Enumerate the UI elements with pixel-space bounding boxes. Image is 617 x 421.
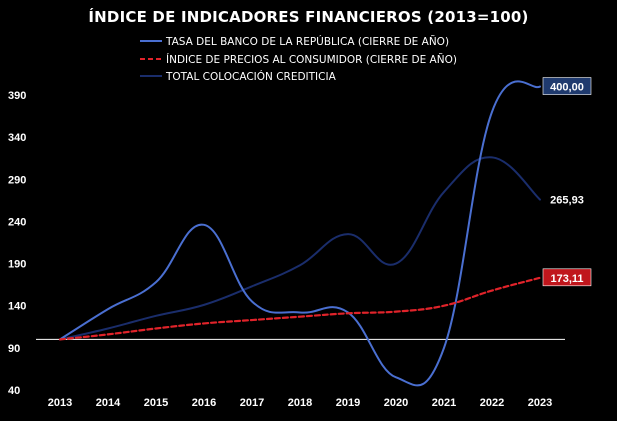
legend-item-0: TASA DEL BANCO DE LA REPÚBLICA (CIERRE D… [140, 35, 449, 48]
series-line-2 [59, 156, 541, 341]
end-value-label-2: 265,93 [543, 190, 591, 208]
x-tick-label: 2022 [480, 397, 504, 409]
legend-label: TOTAL COLOCACIÓN CREDITICIA [165, 70, 337, 83]
x-tick-label: 2013 [48, 397, 72, 409]
y-tick-label: 90 [8, 343, 20, 355]
y-tick-label: 290 [8, 174, 26, 186]
x-tick-label: 2020 [384, 397, 408, 409]
end-value-label-box [542, 77, 592, 95]
legend-item-2: TOTAL COLOCACIÓN CREDITICIA [140, 70, 337, 83]
end-value-label-text: 173,11 [550, 273, 583, 285]
end-value-label-box [542, 268, 592, 287]
x-tick-label: 2018 [288, 397, 312, 409]
legend-label: ÍNDICE DE PRECIOS AL CONSUMIDOR (CIERRE … [166, 53, 457, 66]
y-tick-label: 340 [8, 132, 26, 144]
x-tick-label: 2019 [336, 397, 360, 409]
y-tick-label: 390 [8, 90, 26, 102]
x-tick-label: 2014 [96, 397, 121, 409]
end-value-label-box [543, 190, 591, 208]
y-tick-label: 190 [8, 259, 26, 271]
x-tick-label: 2023 [528, 397, 552, 409]
x-tick-label: 2017 [240, 397, 264, 409]
y-tick-label: 40 [8, 385, 20, 397]
chart-title: ÍNDICE DE INDICADORES FINANCIEROS (2013=… [88, 8, 529, 26]
end-value-label-text: 400,00 [550, 82, 584, 94]
x-tick-label: 2016 [192, 397, 216, 409]
end-value-label-text: 265,93 [550, 195, 584, 207]
x-tick-label: 2021 [432, 397, 456, 409]
legend-item-1: ÍNDICE DE PRECIOS AL CONSUMIDOR (CIERRE … [140, 53, 457, 66]
series-line-1 [58, 276, 542, 341]
series-line-0 [59, 80, 541, 387]
x-tick-label: 2015 [144, 397, 168, 409]
y-tick-label: 240 [8, 216, 26, 228]
y-tick-label: 140 [8, 301, 26, 313]
end-value-label-1: 173,11 [542, 268, 592, 287]
end-value-label-0: 400,00 [542, 77, 592, 95]
legend-label: TASA DEL BANCO DE LA REPÚBLICA (CIERRE D… [165, 35, 449, 48]
